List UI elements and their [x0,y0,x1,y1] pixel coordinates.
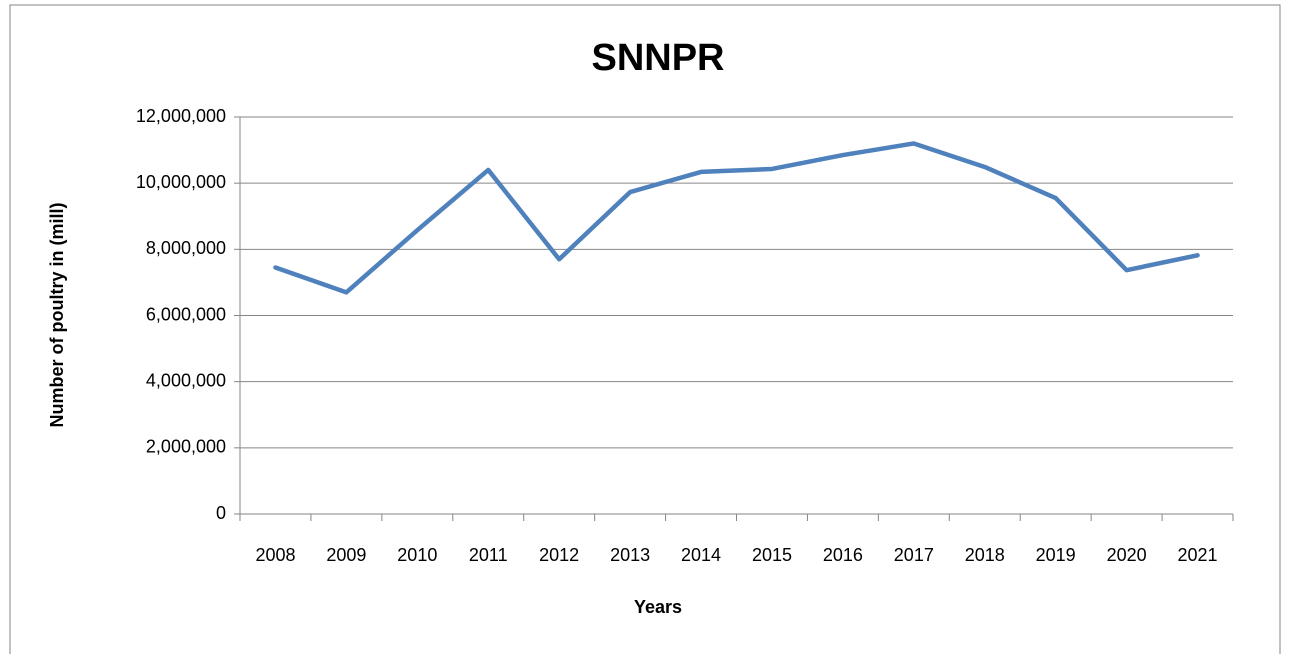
x-tick-label: 2019 [1036,545,1076,565]
y-tick-label: 12,000,000 [136,106,226,126]
x-tick-label: 2014 [681,545,721,565]
y-axis-label: Number of poultry in (mill) [47,203,67,428]
y-tick-label: 2,000,000 [146,437,226,457]
x-axis-label: Years [634,597,682,617]
chart-border [9,4,1281,654]
x-tick-label: 2016 [823,545,863,565]
data-line [273,141,1200,295]
x-tick-label: 2013 [610,545,650,565]
x-tick-label: 2008 [255,545,295,565]
x-tick-label: 2017 [894,545,934,565]
x-tick-label: 2009 [326,545,366,565]
y-tick-label: 0 [216,503,226,523]
x-tick-label: 2011 [469,545,508,565]
y-tick-label: 4,000,000 [146,370,226,390]
x-tick-label: 2021 [1178,545,1218,565]
chart-title: SNNPR [591,37,724,79]
x-tick-label: 2010 [397,545,437,565]
x-tick-label: 2012 [539,545,579,565]
y-tick-label: 8,000,000 [146,238,226,258]
x-tick-label: 2015 [752,545,792,565]
y-tick-label: 6,000,000 [146,304,226,324]
x-tick-label: 2020 [1107,545,1147,565]
x-tick-label: 2018 [965,545,1005,565]
y-tick-label: 10,000,000 [136,172,226,192]
